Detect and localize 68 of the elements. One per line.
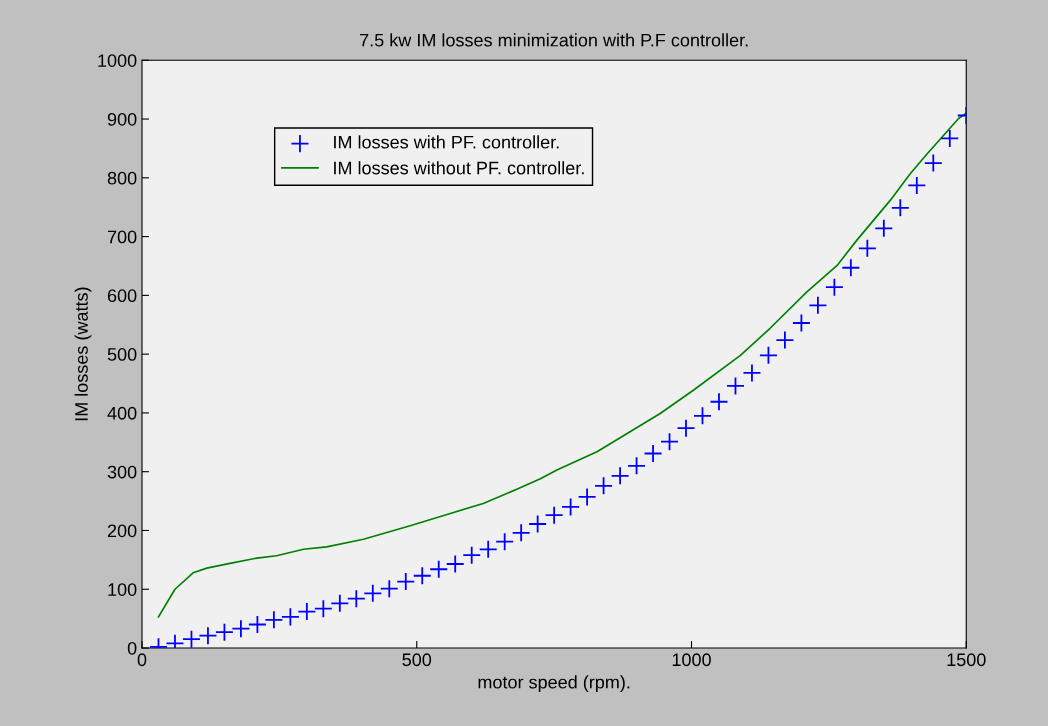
legend-label: IM losses with PF. controller. xyxy=(334,135,559,149)
x-tick-label: 1500 xyxy=(947,653,986,667)
y-tick-label: 400 xyxy=(107,406,137,420)
point xyxy=(363,583,383,603)
point xyxy=(495,532,515,552)
y-tick-label: 200 xyxy=(107,524,137,538)
point xyxy=(693,406,712,426)
point xyxy=(445,554,465,574)
point xyxy=(297,602,317,621)
point xyxy=(429,559,449,579)
point xyxy=(346,589,366,609)
point xyxy=(264,610,284,630)
y-tick-label: 600 xyxy=(107,289,137,303)
y-axis-title: IM losses (watts) xyxy=(74,287,92,421)
point xyxy=(396,572,416,592)
point xyxy=(907,176,927,195)
x-tick-label: 500 xyxy=(402,653,432,667)
point xyxy=(247,615,267,634)
point xyxy=(280,607,300,627)
point xyxy=(643,444,663,463)
point xyxy=(726,376,745,396)
point xyxy=(594,476,613,496)
y-tick-label: 100 xyxy=(108,583,137,596)
point xyxy=(610,466,630,486)
point xyxy=(627,456,646,476)
y-tick-label: 700 xyxy=(107,230,137,244)
x-tick-label: 1000 xyxy=(672,653,711,667)
point xyxy=(660,432,679,452)
point xyxy=(511,523,531,543)
point xyxy=(313,599,333,619)
point xyxy=(561,497,581,517)
y-tick-label: 500 xyxy=(107,348,137,361)
point xyxy=(709,392,729,412)
y-tick-label: 0 xyxy=(127,641,137,655)
point xyxy=(577,487,597,507)
point xyxy=(462,545,482,565)
point xyxy=(528,514,548,534)
point xyxy=(742,363,762,383)
x-axis-title: motor speed (rpm). xyxy=(478,675,630,693)
point xyxy=(379,579,399,599)
point xyxy=(478,539,498,559)
point xyxy=(857,238,877,258)
y-tick-label: 800 xyxy=(107,171,137,185)
legend-label: IM losses without PF. controller. xyxy=(334,161,584,175)
point xyxy=(841,258,861,278)
y-tick-label: 1000 xyxy=(98,54,137,67)
point xyxy=(231,619,251,639)
point xyxy=(808,295,828,315)
line-series xyxy=(157,112,967,618)
point xyxy=(775,330,795,350)
point xyxy=(676,418,696,438)
point xyxy=(544,505,564,525)
point xyxy=(923,153,943,173)
point xyxy=(182,629,201,649)
x-tick-label: 0 xyxy=(137,653,147,667)
point xyxy=(215,622,234,642)
point xyxy=(874,218,894,238)
point xyxy=(198,626,218,646)
point xyxy=(412,566,432,586)
point xyxy=(940,129,960,148)
point xyxy=(791,313,811,333)
point xyxy=(890,198,910,218)
point xyxy=(824,277,844,297)
point xyxy=(759,345,778,365)
point xyxy=(330,593,350,613)
y-tick-label: 300 xyxy=(107,465,137,479)
chart-title: 7.5 kw IM losses minimization with P.F controller. xyxy=(360,33,748,47)
y-tick-label: 900 xyxy=(107,112,137,126)
